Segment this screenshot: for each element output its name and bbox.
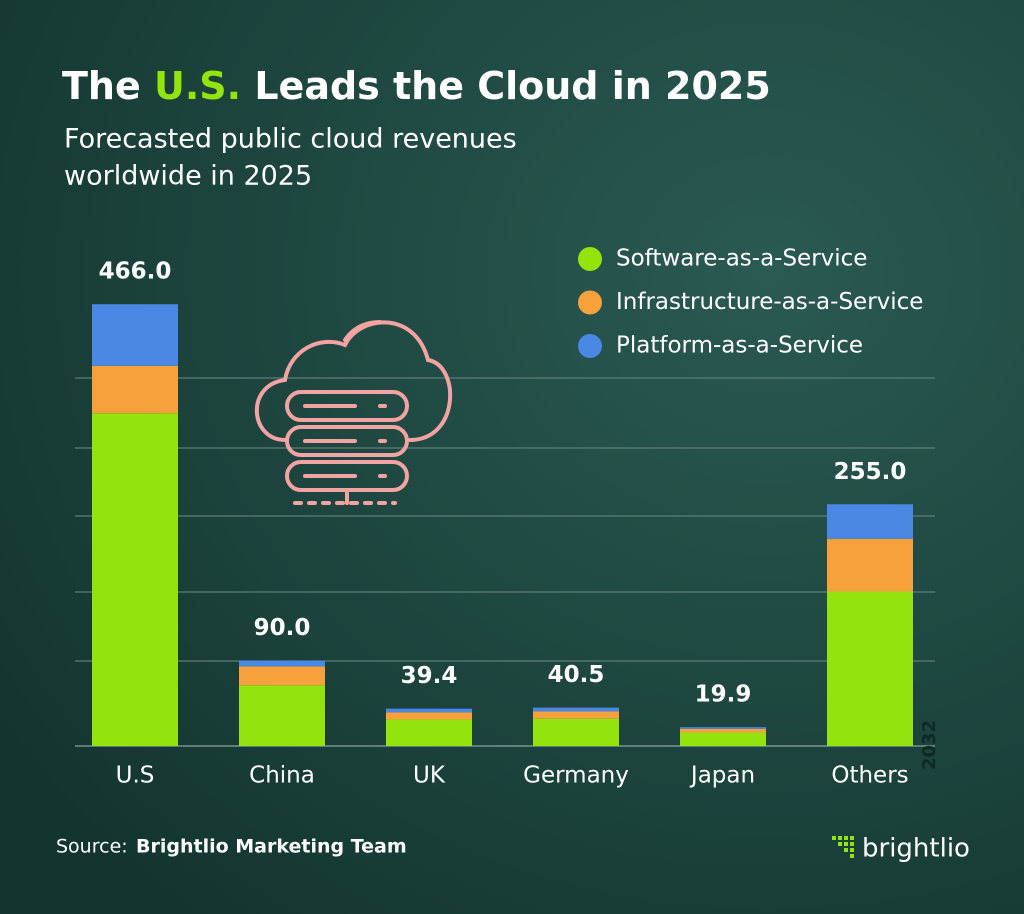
bar-segment [533,718,619,746]
bar-segment [92,304,178,366]
chart-title: The U.S. Leads the Cloud in 2025 [62,64,771,108]
total-label: 255.0 [834,459,907,485]
total-label: 90.0 [254,615,311,641]
total-label: 40.5 [548,662,605,688]
bar-segment [827,504,913,539]
bar-segment [827,591,913,746]
subtitle: Forecasted public cloud revenues [64,124,517,155]
legend-label: Platform-as-a-Service [616,333,863,359]
total-label: 19.9 [695,682,752,708]
bar-segment [386,712,472,720]
source: Brightlio Marketing Team [136,836,407,858]
brand: brightlio [862,834,970,864]
cloud-icon [254,320,453,505]
x-tick-label: Germany [523,763,629,789]
title-part: The [62,64,141,108]
source-label: Source: [56,836,128,858]
brand-icon [832,836,854,858]
bar-segment [386,719,472,746]
side-note: 2032 [919,720,940,770]
legend-swatch [578,334,602,358]
bar-segment [92,413,178,746]
bar-segment [680,727,766,729]
legend-label: Infrastructure-as-a-Service [616,289,923,315]
bar-segment [680,728,766,733]
bar-segment [239,660,325,667]
legend-swatch [578,247,602,271]
title-part: Leads the Cloud in 2025 [254,64,770,108]
total-label: 466.0 [99,259,172,285]
bar-segment [239,685,325,746]
bar-segment [92,365,178,414]
title-highlight: U.S. [154,64,241,108]
x-tick-label: Others [831,763,908,789]
bar-segment [239,666,325,686]
bar-segment [827,538,913,592]
legend-label: Software-as-a-Service [616,246,867,272]
x-tick-label: UK [413,763,446,789]
total-label: 39.4 [401,663,458,689]
subtitle: worldwide in 2025 [64,161,312,192]
x-tick-label: U.S [116,763,155,789]
x-tick-label: Japan [689,763,755,789]
legend-swatch [578,290,602,315]
bar-segment [533,707,619,712]
bar-segment [533,711,619,719]
grid [75,377,935,747]
bar-segment [386,708,472,713]
x-tick-label: China [249,763,315,789]
bar-segment [680,732,766,746]
